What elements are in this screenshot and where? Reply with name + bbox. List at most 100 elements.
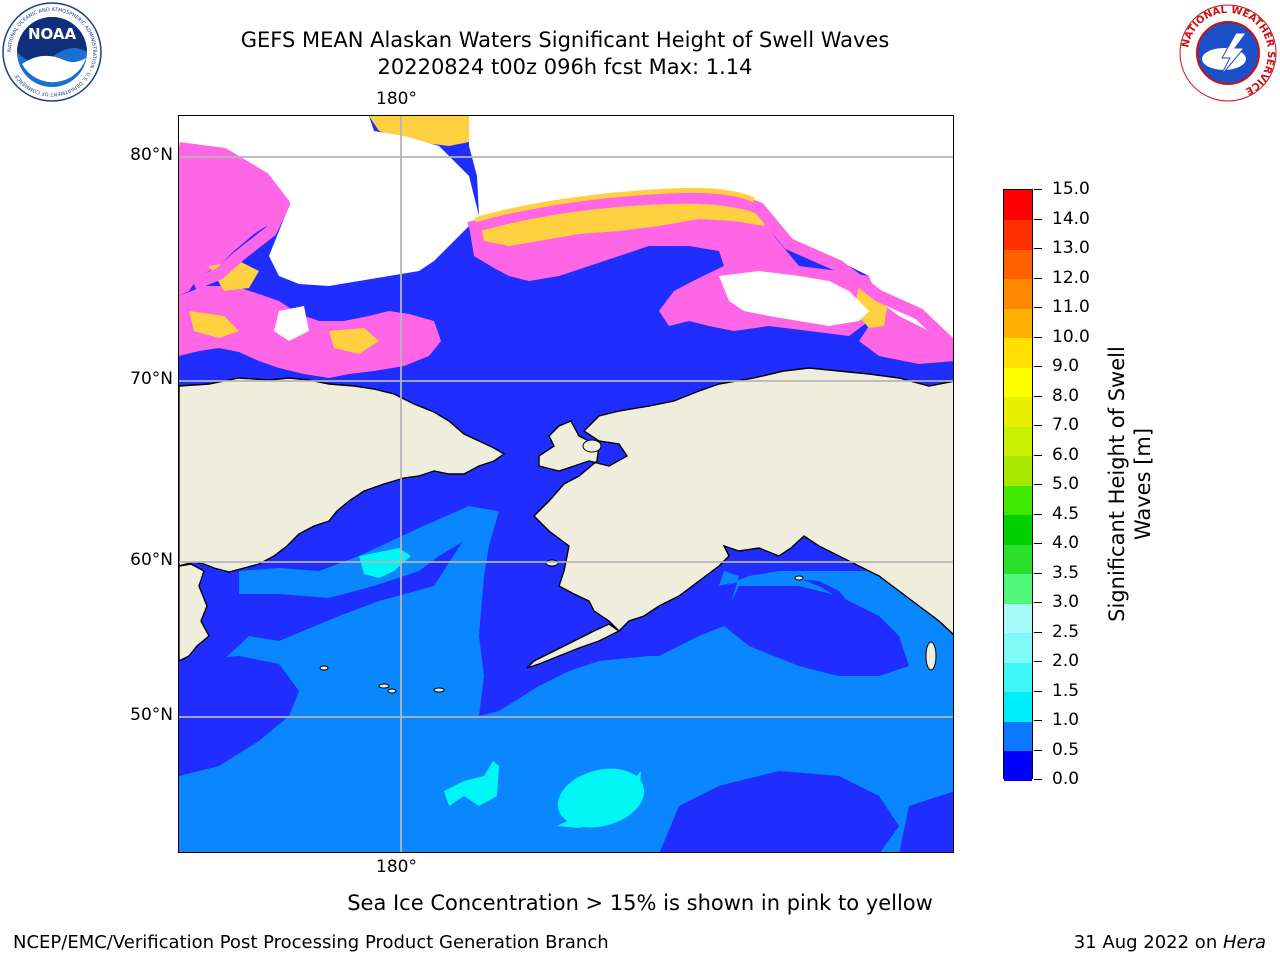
colorbar-tick-label: 2.5	[1052, 621, 1080, 642]
sea-ice-edge	[179, 142, 290, 290]
colorbar-tick	[1034, 484, 1042, 485]
sea-ice-note: Sea Ice Concentration > 15% is shown in …	[347, 891, 933, 915]
colorbar-tick	[1034, 690, 1042, 692]
colorbar-segment	[1004, 308, 1032, 338]
colorbar-segment	[1004, 190, 1032, 220]
colorbar-tick-label: 9.0	[1052, 356, 1080, 376]
wave-field-high-patch	[359, 548, 411, 578]
lat-label-80n: 80°N	[130, 145, 173, 165]
wave-field-low-patch	[179, 656, 299, 776]
colorbar-segment	[1004, 691, 1032, 722]
map-svg	[179, 116, 953, 852]
footer-machine: Hera	[1222, 932, 1266, 953]
colorbar-tick	[1034, 779, 1042, 780]
footer-credit: NCEP/EMC/Verification Post Processing Pr…	[13, 932, 609, 953]
chart-subtitle: 20220824 t00z 096h fcst Max: 1.14	[377, 55, 753, 79]
colorbar-tick-label: 1.5	[1052, 680, 1080, 701]
sea-ice-edge	[474, 187, 756, 223]
wave-field-low-patch	[899, 791, 953, 852]
colorbar-segment	[1004, 662, 1032, 692]
land-kamchatka	[179, 563, 210, 662]
colorbar-tick-label: 4.0	[1052, 533, 1080, 553]
colorbar-tick	[1034, 218, 1042, 220]
footer-date: 31 Aug 2022 on Hera	[1074, 932, 1266, 953]
colorbar-segment	[1004, 219, 1032, 250]
colorbar-segment	[1004, 278, 1032, 309]
colorbar-tick	[1034, 277, 1042, 279]
colorbar-segment	[1004, 367, 1032, 397]
land-alaska	[533, 367, 953, 636]
colorbar-segment	[1004, 603, 1032, 633]
colorbar-tick	[1034, 513, 1042, 515]
land-siberia	[179, 377, 506, 573]
colorbar-segment	[1004, 249, 1032, 279]
colorbar-tick	[1034, 336, 1042, 338]
wave-field-low-patch	[659, 771, 899, 852]
colorbar-segment	[1004, 573, 1032, 604]
colorbar-tick-label: 14.0	[1052, 208, 1090, 229]
colorbar-tick	[1034, 572, 1042, 574]
colorbar-tick	[1034, 366, 1042, 367]
colorbar-tick	[1034, 395, 1042, 397]
no-data-region	[274, 306, 309, 341]
wave-field-low-patch	[724, 586, 909, 676]
colorbar-segment	[1004, 485, 1032, 515]
colorbar-tick-label: 0.5	[1052, 739, 1080, 760]
colorbar-tick-label: 1.0	[1052, 710, 1080, 730]
colorbar-tick-label: 12.0	[1052, 267, 1090, 288]
lat-label-50n: 50°N	[130, 705, 173, 725]
lon-label-top: 180°	[376, 89, 417, 109]
colorbar-tick-label: 2.0	[1052, 651, 1080, 671]
colorbar-segment	[1004, 455, 1032, 486]
chart-title: GEFS MEAN Alaskan Waters Significant Hei…	[240, 28, 890, 52]
lon-label-bottom: 180°	[376, 857, 417, 877]
colorbar-tick	[1034, 661, 1042, 662]
lat-label-70n: 70°N	[130, 369, 173, 389]
colorbar-tick-label: 10.0	[1052, 326, 1090, 347]
colorbar-label: Significant Height of Swell Waves [m]	[1105, 346, 1155, 622]
colorbar-tick-label: 5.0	[1052, 474, 1080, 494]
no-data-region	[469, 116, 953, 345]
sea-ice-edge	[467, 191, 953, 353]
noaa-logo: NOAA NATIONAL OCEANIC AND ATMOSPHERIC AD…	[2, 2, 102, 102]
colorbar-segment	[1004, 632, 1032, 663]
colorbar-tick	[1034, 425, 1042, 426]
map-panel	[178, 115, 954, 853]
colorbar-segment	[1004, 337, 1032, 368]
colorbar-tick-label: 15.0	[1052, 179, 1090, 199]
wave-field-high-patch	[444, 761, 499, 806]
land-alaska-peninsula	[526, 623, 621, 669]
sea-ice-pink	[179, 146, 953, 378]
colorbar-tick-label: 6.0	[1052, 444, 1080, 465]
colorbar-segment	[1004, 544, 1032, 574]
colorbar-tick-label: 8.0	[1052, 385, 1080, 406]
colorbar-tick-label: 7.0	[1052, 415, 1080, 435]
colorbar-tick-label: 0.0	[1052, 769, 1080, 789]
colorbar-tick	[1034, 543, 1042, 544]
colorbar-tick	[1034, 248, 1042, 249]
lat-label-60n: 60°N	[130, 550, 173, 570]
colorbar-tick	[1034, 602, 1042, 603]
colorbar	[1003, 189, 1033, 781]
wave-field-mid-bering	[239, 506, 497, 598]
graticule	[179, 116, 953, 852]
colorbar-tick-label: 13.0	[1052, 238, 1090, 258]
colorbar-tick	[1034, 720, 1042, 721]
no-data-region	[719, 271, 869, 326]
colorbar-tick	[1034, 749, 1042, 751]
noaa-logo-text: NOAA	[28, 25, 77, 43]
colorbar-tick	[1034, 189, 1042, 190]
colorbar-tick-label: 3.0	[1052, 592, 1080, 612]
wave-field-high-patch	[557, 768, 645, 828]
colorbar-tick	[1034, 307, 1042, 308]
colorbar-tick-label: 4.5	[1052, 503, 1080, 524]
colorbar-segment	[1004, 396, 1032, 427]
colorbar-tick-label: 3.5	[1052, 562, 1080, 583]
colorbar-segment	[1004, 514, 1032, 545]
footer-date-text: 31 Aug 2022 on	[1073, 932, 1223, 953]
colorbar-tick	[1034, 454, 1042, 456]
nws-logo: NATIONAL WEATHER SERVICE	[1179, 4, 1277, 102]
colorbar-segment	[1004, 750, 1032, 781]
colorbar-segment	[1004, 721, 1032, 751]
colorbar-tick	[1034, 631, 1042, 633]
